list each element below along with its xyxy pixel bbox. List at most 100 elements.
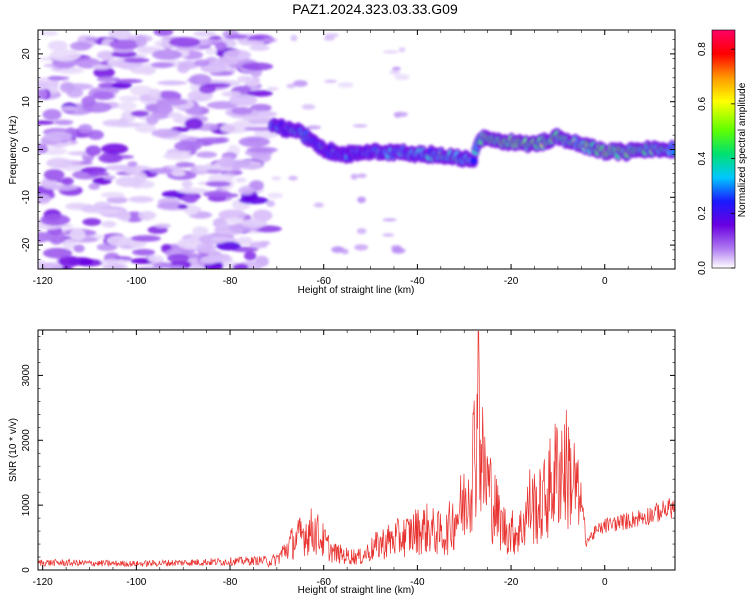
heatmap-noise-cell — [111, 50, 137, 58]
heatmap-noise-cell — [196, 242, 217, 254]
heatmap-noise-cell — [201, 254, 233, 263]
heatmap-noise-cell — [49, 49, 81, 62]
snr-ticks: -120 -100 -80 -60 -40 -20 0 0 1000 2000 3000 — [21, 330, 676, 588]
heatmap-noise-cell — [115, 210, 128, 221]
colorbar-label: Normalized spectral amplitude — [737, 82, 748, 217]
heatmap-x-tick-label: -80 — [223, 276, 238, 287]
heatmap-y-tick-label: 10 — [21, 96, 32, 108]
heatmap-noise-cell — [152, 49, 183, 61]
heatmap-noise-cell — [85, 36, 99, 42]
heatmap-noise-cell — [184, 117, 203, 130]
snr-y-tick-label: 1000 — [21, 494, 32, 517]
heatmap-noise-cell — [163, 152, 193, 160]
heatmap-noise-cell — [59, 81, 75, 93]
heatmap-x-axis-label: Height of straight line (km) — [298, 285, 415, 296]
heatmap-cells — [38, 30, 675, 269]
heatmap-noise-cell — [181, 180, 193, 189]
chart-title: PAZ1.2024.323.03.33.G09 — [292, 1, 458, 17]
heatmap-noise-cell — [100, 259, 130, 265]
heatmap-noise-cell — [147, 255, 165, 264]
heatmap-noise-cell — [205, 181, 232, 187]
heatmap-noise-cell — [127, 161, 138, 167]
heatmap-noise-cell — [106, 196, 128, 204]
heatmap-noise-cell — [394, 73, 410, 81]
heatmap-noise-cell — [58, 255, 81, 268]
heatmap-noise-cell — [249, 44, 270, 51]
heatmap-noise-cell — [153, 30, 174, 37]
heatmap-x-tick-label: -100 — [126, 276, 146, 287]
heatmap-noise-cell — [357, 196, 366, 204]
heatmap-noise-cell — [156, 103, 174, 115]
heatmap-noise-cell — [196, 151, 218, 159]
heatmap-noise-cell — [208, 174, 235, 182]
heatmap-noise-cell — [43, 169, 65, 181]
heatmap-noise-cell — [101, 143, 129, 155]
heatmap-noise-cell — [146, 115, 159, 125]
heatmap-noise-cell — [219, 156, 235, 169]
heatmap-noise-cell — [228, 94, 258, 107]
heatmap-noise-cell — [69, 228, 86, 241]
heatmap-noise-cell — [193, 31, 216, 37]
heatmap-noise-cell — [331, 246, 345, 254]
snr-x-tick-label: 0 — [602, 577, 608, 588]
heatmap-noise-cell — [130, 66, 155, 75]
snr-plot-background — [38, 330, 675, 570]
heatmap-noise-cell — [123, 57, 150, 63]
heatmap-noise-cell — [155, 223, 171, 229]
heatmap-noise-cell — [151, 128, 180, 138]
heatmap-noise-cell — [87, 129, 104, 140]
heatmap-noise-cell — [100, 191, 126, 198]
heatmap-noise-cell — [231, 106, 253, 115]
heatmap-noise-cell — [177, 60, 200, 70]
heatmap-noise-cell — [247, 90, 273, 97]
heatmap-noise-cell — [232, 263, 249, 269]
heatmap-noise-cell — [194, 59, 210, 67]
heatmap-noise-cell — [92, 91, 115, 100]
heatmap-noise-cell — [382, 50, 399, 54]
heatmap-noise-cell — [128, 196, 154, 203]
heatmap-noise-cell — [313, 202, 325, 208]
heatmap-y-axis-label: Frequency (Hz) — [8, 116, 19, 185]
heatmap-noise-cell — [189, 74, 212, 86]
heatmap-noise-cell — [108, 30, 132, 40]
heatmap-noise-cell — [81, 95, 96, 107]
heatmap-noise-cell — [152, 262, 173, 268]
snr-x-tick-label: -100 — [126, 577, 146, 588]
colorbar-tick-label: 0.4 — [697, 151, 708, 165]
colorbar-frame — [711, 29, 736, 269]
heatmap-noise-cell — [111, 122, 142, 128]
heatmap-noise-cell — [237, 75, 254, 83]
heatmap-noise-cell — [235, 177, 247, 183]
heatmap-noise-cell — [105, 164, 136, 171]
heatmap-noise-cell — [205, 48, 218, 55]
heatmap-noise-cell — [79, 160, 93, 165]
heatmap-noise-cell — [177, 204, 188, 210]
heatmap-x-tick-label: -20 — [504, 276, 519, 287]
heatmap-noise-cell — [87, 172, 110, 177]
heatmap-noise-cell — [262, 38, 278, 43]
heatmap-noise-cell — [98, 153, 123, 164]
heatmap-noise-cell — [92, 209, 124, 215]
heatmap-noise-cell — [337, 82, 354, 89]
heatmap-x-tick-label: -40 — [410, 276, 425, 287]
heatmap-noise-cell — [96, 76, 120, 83]
heatmap-noise-cell — [42, 247, 73, 259]
snr-y-tick-label: 3000 — [21, 364, 32, 387]
heatmap-noise-cell — [118, 95, 140, 102]
heatmap-noise-cell — [391, 247, 406, 254]
heatmap-noise-cell — [46, 157, 73, 169]
heatmap-noise-cell — [249, 180, 264, 191]
heatmap-noise-cell — [350, 173, 358, 180]
heatmap-noise-cell — [96, 50, 116, 60]
heatmap-noise-cell — [293, 80, 308, 87]
heatmap-noise-cell — [209, 236, 237, 242]
snr-y-tick-label: 0 — [21, 567, 32, 573]
heatmap-y-tick-label: -20 — [21, 237, 32, 252]
heatmap-y-tick-label: -10 — [21, 190, 32, 205]
heatmap-noise-cell — [40, 262, 63, 269]
heatmap-noise-cell — [103, 175, 116, 180]
heatmap-noise-cell — [161, 190, 186, 198]
heatmap-x-tick-label: -120 — [33, 276, 53, 287]
heatmap-noise-cell — [167, 254, 190, 263]
